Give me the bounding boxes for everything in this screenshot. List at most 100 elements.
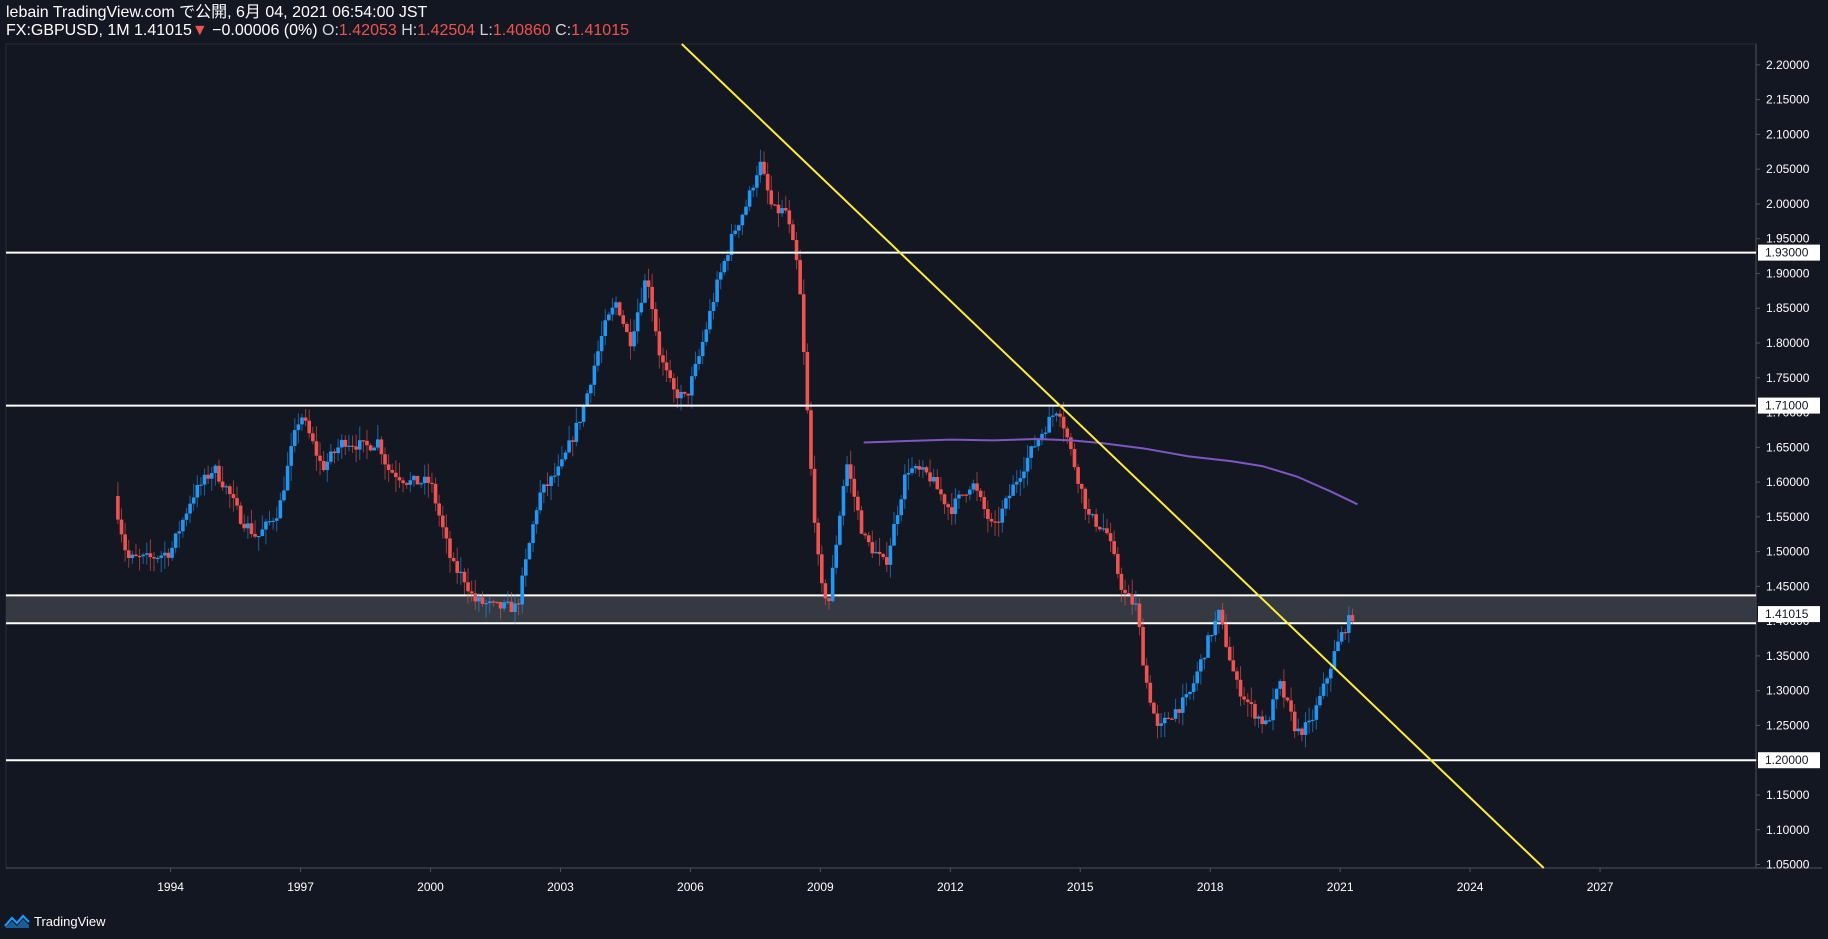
candle-body — [271, 520, 275, 522]
candle-body — [426, 476, 431, 483]
candle-body — [1336, 641, 1340, 652]
candle-body — [1310, 719, 1315, 722]
candle-body — [1307, 720, 1311, 723]
candle-body — [820, 554, 824, 584]
y-tick-label: 1.95000 — [1766, 232, 1810, 246]
candle-body — [1191, 683, 1196, 692]
candle-body — [184, 513, 189, 520]
candle-body — [155, 557, 160, 560]
candle-body — [1004, 498, 1008, 509]
candle-body — [1170, 718, 1174, 720]
y-tick-label: 2.00000 — [1766, 197, 1810, 211]
y-tick-label: 1.90000 — [1766, 266, 1810, 280]
candle-body — [166, 552, 171, 558]
y-tick-label: 1.30000 — [1766, 684, 1810, 698]
candle-body — [1206, 635, 1210, 658]
trendline[interactable] — [681, 43, 1545, 869]
candle-body — [722, 260, 727, 273]
candle-body — [1343, 632, 1348, 634]
x-tick-label: 2021 — [1327, 880, 1354, 894]
y-tick-label: 1.85000 — [1766, 301, 1810, 315]
candle-body — [448, 538, 452, 558]
x-tick-label: 1997 — [287, 880, 314, 894]
y-tick-label: 1.45000 — [1766, 579, 1810, 593]
candle-body — [177, 531, 182, 534]
candle-body — [531, 524, 535, 543]
candle-body — [650, 286, 654, 310]
candle-body — [260, 529, 265, 536]
candle-body — [163, 552, 167, 556]
horizontal-levels-layer[interactable] — [6, 251, 1756, 762]
candle-body — [801, 294, 806, 353]
change-down-icon: ▼ — [191, 22, 208, 39]
candle-body — [653, 309, 658, 332]
candle-body — [347, 445, 351, 447]
candle-body — [491, 601, 496, 603]
candle-body — [527, 542, 532, 560]
candle-body — [809, 410, 813, 469]
candle-body — [224, 486, 228, 488]
candle-body — [1263, 720, 1268, 725]
candle-body — [1162, 717, 1167, 724]
candle-body — [484, 603, 488, 605]
symbol-name[interactable]: FX:GBPUSD, 1M — [6, 22, 130, 39]
candle-body — [1332, 651, 1337, 669]
candle-body — [1271, 699, 1275, 721]
candle-body — [516, 603, 521, 605]
candle-body — [1137, 603, 1142, 628]
high-label: H: — [401, 22, 418, 39]
candle-body — [964, 494, 968, 496]
price-axis[interactable]: 2.20000 2.15000 2.10000 2.05000 2.00000 1.950… — [1756, 58, 1810, 872]
level-price-tag: 1.20000 — [1765, 753, 1809, 767]
candle-body — [967, 489, 972, 495]
candle-body — [556, 466, 561, 476]
x-tick-label: 1994 — [157, 880, 184, 894]
candle-body — [220, 481, 225, 488]
candle-body — [881, 554, 885, 558]
trendline-layer[interactable] — [681, 43, 1545, 869]
candle-body — [1152, 702, 1156, 714]
tradingview-brand: TradingView — [34, 913, 106, 929]
candle-body — [812, 468, 817, 523]
candle-body — [1036, 439, 1041, 447]
candle-body — [570, 440, 575, 442]
candle-body — [1043, 432, 1048, 434]
candle-body — [144, 553, 149, 555]
candle-body — [700, 341, 705, 357]
x-tick-label: 2009 — [807, 880, 834, 894]
candle-body — [596, 351, 600, 366]
candle-body — [765, 173, 770, 191]
candle-body — [300, 417, 304, 425]
publish-text: lebain TradingView.com で公開, 6月 04, 2021 … — [6, 4, 428, 21]
candle-body — [314, 441, 319, 456]
candle-body — [762, 161, 766, 174]
candle-body — [1285, 697, 1290, 701]
candle-body — [1314, 705, 1319, 720]
candle-body — [148, 553, 153, 558]
last-price: 1.41015 — [134, 22, 192, 39]
candle-body — [332, 451, 337, 454]
candle-body — [195, 484, 200, 498]
candle-body — [863, 533, 867, 536]
candle-body — [560, 459, 564, 467]
candle-body — [769, 190, 774, 205]
candle-body — [747, 190, 752, 207]
time-axis[interactable]: 1994 1997 2000 2003 2006 2009 2012 2015 2018 2021… — [157, 868, 1614, 894]
candle-body — [466, 582, 470, 592]
support-resistance-zone-layer — [6, 594, 1756, 625]
footer-brand[interactable]: TradingView — [4, 910, 106, 932]
level-price-tag: 1.71000 — [1765, 399, 1809, 413]
candle-body — [679, 391, 683, 399]
candle-body — [740, 214, 745, 226]
low-value: 1.40860 — [492, 22, 551, 39]
candle-body — [1325, 678, 1329, 684]
candle-body — [1224, 624, 1228, 647]
candle-body — [852, 478, 857, 497]
candle-body — [924, 467, 929, 473]
candle-body — [1253, 704, 1257, 719]
candle-body — [1101, 528, 1106, 530]
candle-body — [202, 474, 207, 485]
candle-body — [906, 472, 911, 475]
candle-body — [235, 498, 239, 506]
